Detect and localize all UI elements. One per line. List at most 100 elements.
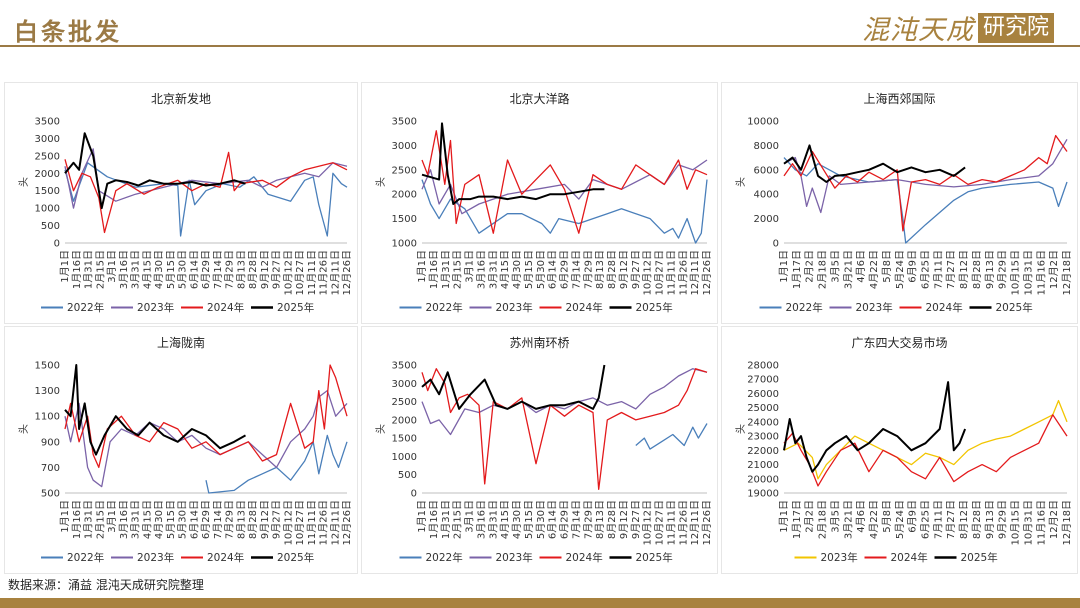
series-line-2024年 [64,151,348,234]
x-tick-label: 11月11日 [306,250,318,295]
x-tick-label: 8月13日 [235,250,247,289]
x-tick-label: 1月16日 [428,500,440,539]
y-tick-label: 500 [41,489,60,500]
y-tick-label: 26000 [747,389,779,400]
legend-label: 2024年 [891,551,928,564]
series-line-2023年 [64,389,348,488]
x-tick-label: 11月26日 [677,250,689,295]
x-tick-label: 10月27日 [294,250,306,295]
series-line-2024年 [64,364,348,469]
series-line-2025年 [421,364,606,410]
x-tick-label: 10月15日 [1010,250,1022,295]
x-tick-label: 5月30日 [177,250,189,289]
x-tick-label: 5月30日 [535,500,547,539]
y-tick-label: 2500 [35,151,60,162]
x-tick-label: 10月15日 [1010,500,1022,545]
x-tick-label: 8月28日 [971,250,983,289]
y-tick-label: 1000 [392,452,417,463]
x-tick-label: 10月12日 [282,250,294,295]
y-tick-label: 4000 [754,190,779,201]
x-tick-label: 1月1日 [59,250,71,283]
y-tick-label: 2000 [392,415,417,426]
y-tick-label: 23000 [747,432,779,443]
y-tick-label: 500 [398,470,417,481]
x-tick-label: 7月29日 [582,250,594,289]
x-tick-label: 11月26日 [318,250,330,295]
x-tick-label: 1月1日 [59,500,71,533]
x-tick-label: 7月14日 [212,250,224,289]
x-tick-label: 9月27日 [271,250,283,289]
y-tick-label: 0 [411,489,417,500]
x-tick-label: 3月21日 [842,500,854,539]
x-tick-label: 11月26日 [318,500,330,545]
x-tick-label: 10月12日 [282,500,294,545]
y-tick-label: 500 [41,221,60,232]
x-tick-label: 9月29日 [997,250,1009,289]
x-tick-label: 1月1日 [416,250,428,283]
y-tick-label: 1000 [392,239,417,250]
x-tick-label: 2月15日 [94,250,106,289]
x-tick-label: 8月13日 [594,250,606,289]
x-tick-label: 4月15日 [141,500,153,539]
x-tick-label: 2月15日 [452,500,464,539]
y-tick-label: 8000 [754,141,779,152]
legend-label: 2025年 [277,301,314,314]
chart-panel-suzhou-nanhuanqiao: 苏州南环桥 0 500 1000 1500 2000 2500 3000 3500 头 1月1日 1月… [361,326,718,574]
x-tick-label: 9月13日 [984,500,996,539]
x-tick-label: 3月5日 [829,500,841,533]
x-tick-label: 5月24日 [894,250,906,289]
y-tick-label: 1100 [35,412,60,423]
y-axis-label: 头 [18,424,30,434]
legend-label: 2025年 [277,551,314,564]
x-tick-label: 4月30日 [511,500,523,539]
x-tick-label: 6月29日 [559,500,571,539]
chart-title: 北京大洋路 [509,91,569,106]
x-tick-label: 11月11日 [306,500,318,545]
x-tick-label: 7月29日 [582,500,594,539]
x-tick-label: 5月24日 [894,500,906,539]
chart-title: 上海陇南 [157,335,205,350]
y-tick-label: 3500 [392,361,417,372]
y-tick-label: 3500 [392,117,417,128]
x-tick-label: 3月16日 [118,500,130,539]
y-tick-label: 0 [54,239,60,250]
y-tick-label: 28000 [747,361,779,372]
x-tick-label: 11月11日 [665,500,677,545]
x-tick-label: 3月31日 [130,250,142,289]
x-tick-label: 11月11日 [665,250,677,295]
x-tick-label: 1月31日 [83,500,95,539]
y-axis-label: 头 [375,424,387,434]
x-tick-label: 6月14日 [547,250,559,289]
x-tick-label: 1月17日 [791,250,803,289]
legend-label: 2025年 [961,551,998,564]
series-line-2024年 [783,134,1068,232]
x-tick-label: 6月9日 [907,250,919,283]
legend-label: 2025年 [996,301,1033,314]
x-tick-label: 10月27日 [654,500,666,545]
x-tick-label: 7月11日 [932,500,944,539]
legend-label: 2022年 [67,551,104,564]
x-tick-label: 9月12日 [259,250,271,289]
x-tick-label: 8月13日 [594,500,606,539]
legend-label: 2025年 [636,301,673,314]
legend-label: 2022年 [426,551,463,564]
series-line-2023年 [421,368,708,436]
x-tick-label: 3月31日 [130,500,142,539]
x-tick-label: 8月12日 [958,500,970,539]
y-tick-label: 2000 [35,169,60,180]
series-line-2025年 [421,122,605,205]
x-tick-label: 3月16日 [475,500,487,539]
x-tick-label: 6月9日 [907,500,919,533]
x-tick-label: 5月8日 [881,500,893,533]
x-tick-label: 7月27日 [945,250,957,289]
legend-label: 2022年 [786,301,823,314]
y-tick-label: 2000 [754,214,779,225]
x-tick-label: 12月18日 [1061,250,1073,295]
x-tick-label: 4月30日 [153,500,165,539]
x-tick-label: 8月28日 [971,500,983,539]
x-tick-label: 12月26日 [701,250,713,295]
y-tick-label: 3000 [392,141,417,152]
